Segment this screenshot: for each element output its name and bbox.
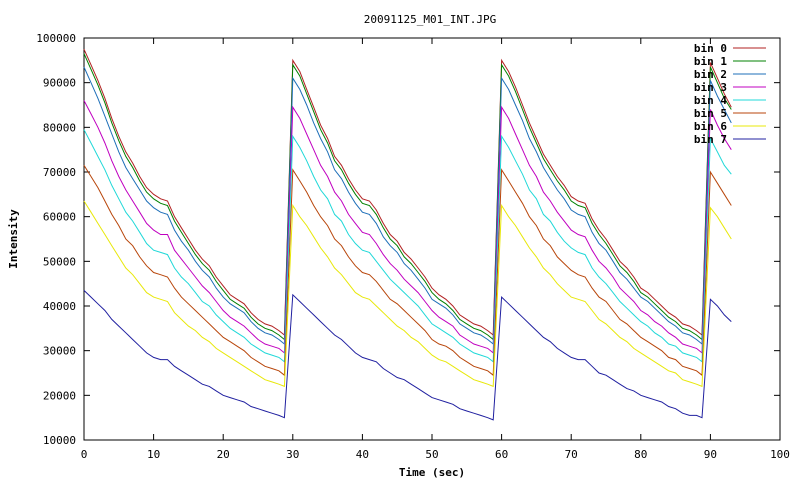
y-axis-title: Intensity [7, 209, 20, 269]
x-tick-label: 10 [147, 448, 160, 461]
legend-label: bin 7 [694, 133, 727, 146]
legend-label: bin 2 [694, 68, 727, 81]
plot-frame [83, 37, 781, 441]
y-tick-label: 100000 [36, 32, 76, 45]
series-line-bin-6 [83, 200, 732, 388]
axis-ticks [83, 37, 781, 441]
y-tick-label: 20000 [43, 389, 76, 402]
x-axis-title: Time (sec) [399, 466, 465, 479]
x-tick-label: 70 [565, 448, 578, 461]
series-line-bin-0 [83, 48, 732, 337]
y-tick-label: 60000 [43, 211, 76, 224]
series-line-bin-1 [83, 53, 732, 341]
series-line-bin-5 [83, 165, 732, 377]
x-tick-label: 40 [356, 448, 369, 461]
x-tick-label: 50 [425, 448, 438, 461]
legend-label: bin 6 [694, 120, 727, 133]
x-tick-label: 100 [770, 448, 790, 461]
x-tick-label: 60 [495, 448, 508, 461]
legend-label: bin 3 [694, 81, 727, 94]
x-tick-label: 90 [704, 448, 717, 461]
x-tick-label: 30 [286, 448, 299, 461]
y-tick-label: 30000 [43, 345, 76, 358]
series-line-bin-3 [83, 100, 732, 354]
y-tick-label: 80000 [43, 121, 76, 134]
series-lines [83, 48, 732, 421]
y-axis-tick-labels: 10000 20000 30000 40000 50000 60000 70000 80000… [36, 32, 76, 447]
series-line-bin-7 [83, 290, 732, 421]
x-axis-tick-labels: 0 10 20 30 40 50 60 70 80 90 100 [81, 448, 790, 461]
chart-title: 20091125_M01_INT.JPG [364, 13, 496, 26]
y-tick-label: 70000 [43, 166, 76, 179]
legend-label: bin 0 [694, 42, 727, 55]
y-tick-label: 10000 [43, 434, 76, 447]
y-tick-label: 40000 [43, 300, 76, 313]
legend-label: bin 1 [694, 55, 727, 68]
legend-label: bin 5 [694, 107, 727, 120]
legend-label: bin 4 [694, 94, 727, 107]
x-tick-label: 20 [217, 448, 230, 461]
x-tick-label: 0 [81, 448, 88, 461]
x-tick-label: 80 [634, 448, 647, 461]
y-tick-label: 90000 [43, 77, 76, 90]
y-tick-label: 50000 [43, 255, 76, 268]
series-line-bin-2 [83, 66, 732, 346]
series-line-bin-4 [83, 129, 732, 363]
